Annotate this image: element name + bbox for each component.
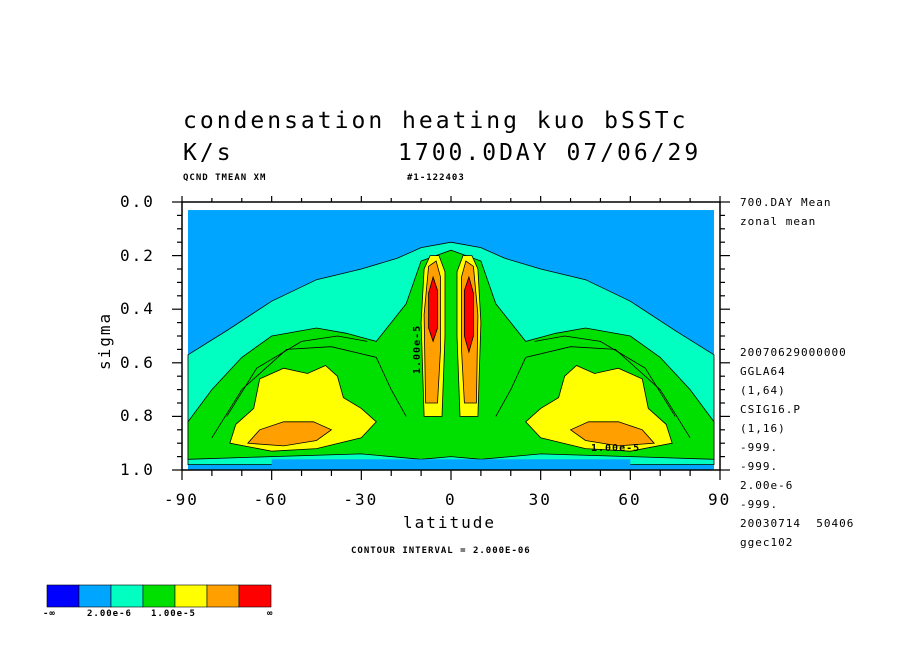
contour-region-surface-band: [271, 459, 631, 468]
colorbar-label: ∞: [267, 609, 274, 619]
colorbar-label: -∞: [43, 609, 56, 619]
side-info-line: GGLA64: [740, 365, 786, 378]
colorbar-swatch-4: [174, 584, 208, 608]
side-info-line: ggec102: [740, 536, 794, 549]
contour-lines-layer: [211, 335, 691, 439]
y-axis-label: sigma: [95, 311, 114, 370]
contour-region-red-11: [463, 275, 474, 354]
x-tick-label: 0: [445, 490, 457, 509]
x-tick-label: -90: [164, 490, 199, 509]
x-axis-label: latitude: [403, 513, 497, 532]
y-tick-label: 0.2: [120, 245, 155, 265]
x-tick-label: -60: [253, 490, 289, 509]
y-tick-label: 0.8: [120, 406, 155, 426]
contour-line-0: [211, 346, 407, 439]
colorbar-swatch-3: [142, 584, 176, 608]
x-tick-label: -30: [343, 490, 379, 509]
contour-line-1: [495, 346, 691, 439]
side-info-line: (1,16): [740, 422, 786, 435]
side-note-zonal: zonal mean: [740, 215, 817, 228]
chart-title: condensation heating kuo bSSTc: [183, 108, 689, 134]
contour-region-orange-4: [246, 421, 333, 447]
contour-line-3: [534, 335, 676, 417]
colorbar-swatch-5: [206, 584, 240, 608]
date-label: 1700.0DAY 07/06/29: [398, 140, 702, 166]
side-note-mean: 700.DAY Mean: [740, 196, 832, 209]
colorbar-label: 2.00e-6: [87, 609, 132, 619]
side-info-line: (1,64): [740, 384, 786, 397]
y-tick-label: 0.6: [120, 352, 155, 372]
colorbar-swatch-2: [110, 584, 144, 608]
x-tick-label: 90: [708, 490, 732, 509]
side-info-line: -999.: [740, 460, 779, 473]
colorbar: [46, 584, 272, 608]
y-tick-label: 0.4: [120, 299, 155, 319]
colorbar-swatch-6: [238, 584, 272, 608]
axis-ticks: [172, 196, 730, 480]
contour-interval: CONTOUR INTERVAL = 2.000E-06: [351, 546, 531, 556]
y-tick-label: 1.0: [120, 460, 155, 479]
y-tick-label: 0.0: [120, 192, 155, 211]
contour-fill-layer: [187, 210, 715, 471]
contour-region-red-10: [428, 275, 438, 343]
colorbar-swatch-0: [46, 584, 80, 608]
contour-region-orange-5: [569, 421, 656, 447]
side-info-line: -999.: [740, 441, 779, 454]
side-info-line: 20030714 50406: [740, 517, 855, 530]
side-info-line: CSIG16.P: [740, 403, 801, 416]
side-info-line: 2.00e-6: [740, 479, 794, 492]
run-label: #1-122403: [407, 173, 465, 183]
units-label: K/s: [183, 140, 234, 166]
contour-label-right: 1.00e-5: [591, 443, 641, 454]
side-info-line: 20070629000000: [740, 346, 847, 359]
contour-label-left: 1.00e-5: [412, 324, 423, 374]
x-tick-label: 30: [528, 490, 552, 509]
side-info-line: -999.: [740, 498, 779, 511]
colorbar-label: 1.00e-5: [151, 609, 196, 619]
field-label: QCND TMEAN XM: [183, 173, 267, 183]
contour-line-2: [226, 335, 368, 417]
colorbar-swatch-1: [78, 584, 112, 608]
x-tick-label: 60: [618, 490, 642, 509]
